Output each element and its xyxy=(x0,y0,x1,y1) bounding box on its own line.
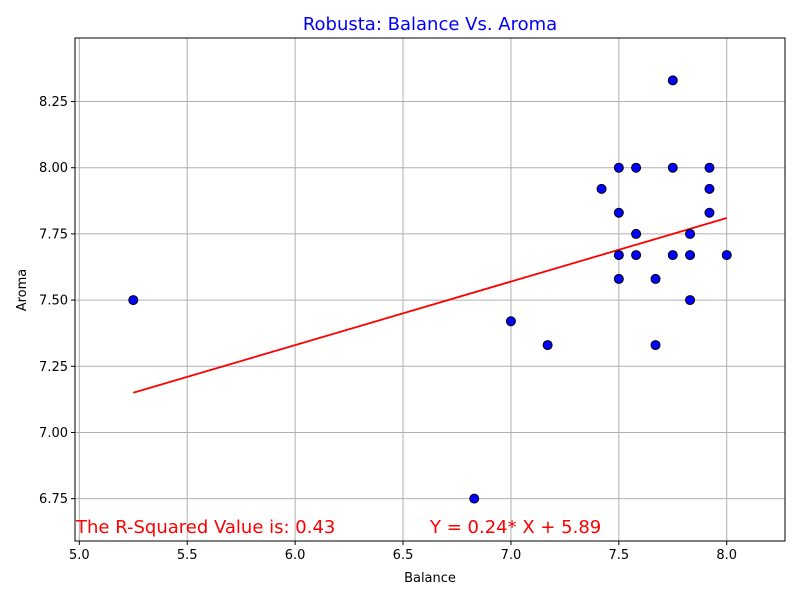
data-point xyxy=(469,493,480,504)
x-tick-label: 7.0 xyxy=(501,548,522,563)
regression-equation-annotation: Y = 0.24* X + 5.89 xyxy=(429,517,601,538)
data-point xyxy=(613,207,624,218)
data-point xyxy=(631,162,642,173)
data-point xyxy=(685,228,696,239)
data-point xyxy=(685,295,696,306)
x-tick-label: 5.0 xyxy=(69,548,90,563)
data-point xyxy=(704,207,715,218)
y-tick-label: 7.25 xyxy=(39,360,68,375)
data-point xyxy=(613,250,624,261)
grid-lines xyxy=(75,38,785,541)
data-points xyxy=(128,75,732,504)
y-tick-label: 6.75 xyxy=(39,492,68,507)
data-point xyxy=(650,340,661,351)
x-tick-label: 7.5 xyxy=(608,548,629,563)
x-axis-label: Balance xyxy=(404,571,456,586)
y-axis-ticks: 6.75 7.00 7.25 7.50 7.75 8.00 8.25 xyxy=(39,95,75,507)
x-tick-label: 8.0 xyxy=(716,548,737,563)
data-point xyxy=(505,316,516,327)
y-tick-label: 8.25 xyxy=(39,95,68,110)
plot-frame xyxy=(74,37,786,542)
r-squared-annotation: The R-Squared Value is: 0.43 xyxy=(75,517,335,538)
data-point xyxy=(596,183,607,194)
x-axis-ticks: 5.0 5.5 6.0 6.5 7.0 7.5 8.0 xyxy=(69,541,737,563)
y-tick-label: 8.00 xyxy=(39,161,68,176)
data-point xyxy=(613,162,624,173)
data-point xyxy=(631,228,642,239)
chart-title: Robusta: Balance Vs. Aroma xyxy=(303,14,557,35)
data-point xyxy=(128,295,139,306)
data-point xyxy=(542,340,553,351)
regression-line-group xyxy=(133,217,727,394)
data-point xyxy=(667,75,678,86)
data-point xyxy=(631,250,642,261)
x-tick-label: 6.0 xyxy=(285,548,306,563)
x-tick-label: 5.5 xyxy=(177,548,198,563)
data-point xyxy=(667,162,678,173)
data-point xyxy=(667,250,678,261)
y-tick-label: 7.50 xyxy=(39,294,68,309)
y-tick-label: 7.00 xyxy=(39,426,68,441)
data-point xyxy=(721,250,732,261)
x-tick-label: 6.5 xyxy=(393,548,414,563)
regression-line xyxy=(133,217,727,394)
y-tick-label: 7.75 xyxy=(39,227,68,242)
data-point xyxy=(685,250,696,261)
y-axis-label: Aroma xyxy=(15,269,30,312)
data-point xyxy=(704,183,715,194)
data-point xyxy=(704,162,715,173)
data-point xyxy=(650,273,661,284)
data-point xyxy=(613,273,624,284)
